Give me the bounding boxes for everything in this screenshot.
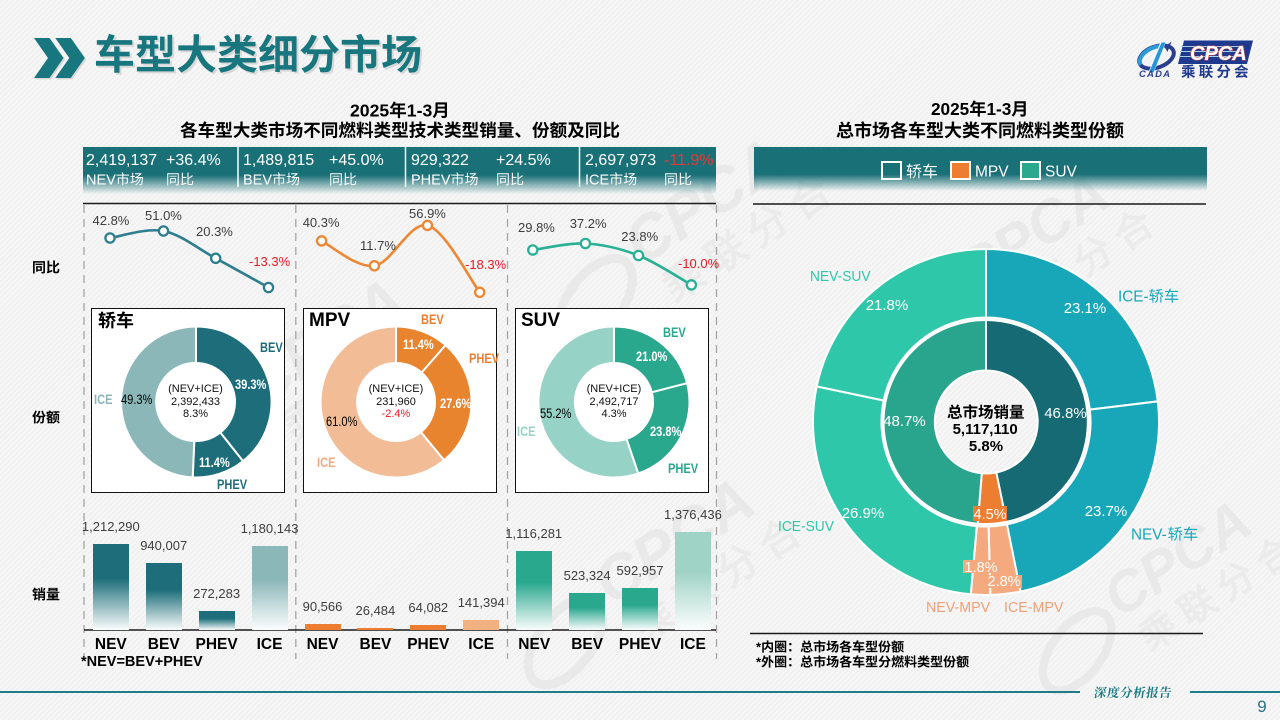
svg-text:ICE: ICE (585, 172, 610, 188)
svg-text:CADA: CADA (1139, 69, 1171, 80)
svg-text:SUV: SUV (1045, 164, 1078, 181)
svg-text:ICE-: ICE- (1118, 288, 1149, 305)
svg-text:BEV: BEV (243, 172, 272, 188)
svg-text:CPCA: CPCA (1190, 43, 1247, 65)
svg-text:NEV-: NEV- (1131, 527, 1167, 544)
svg-text:2025: 2025 (931, 99, 970, 119)
svg-text:*: * (756, 639, 762, 654)
svg-text:2025: 2025 (350, 101, 389, 121)
svg-text:1-3: 1-3 (987, 99, 1012, 119)
svg-text:NEV: NEV (86, 172, 116, 188)
svg-text:MPV: MPV (975, 164, 1009, 181)
svg-text:1-3: 1-3 (407, 101, 433, 121)
svg-text:PHEV: PHEV (411, 172, 451, 188)
svg-text:*: * (756, 654, 762, 669)
